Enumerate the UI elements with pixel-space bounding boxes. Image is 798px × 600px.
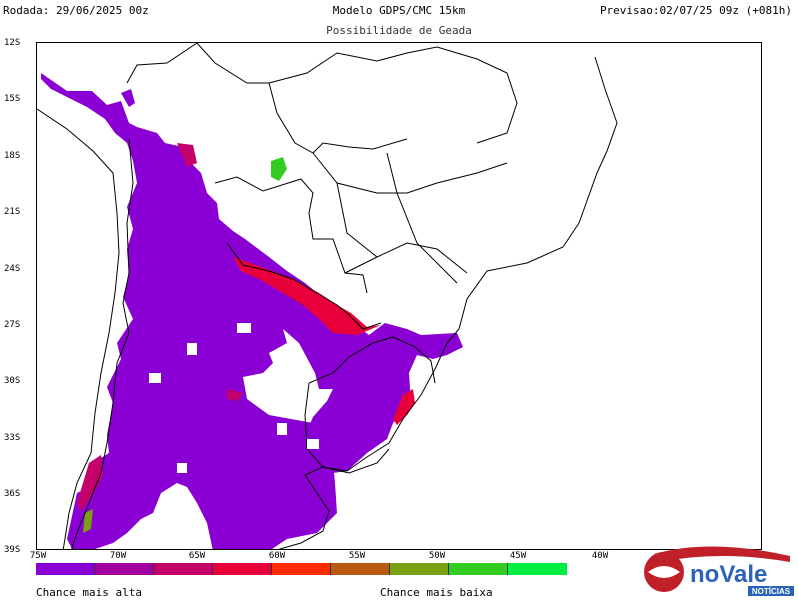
colorbar-segment-5 bbox=[272, 563, 331, 575]
no-frost-patch bbox=[277, 423, 287, 435]
coastline-atlantic bbox=[278, 56, 618, 549]
logo-subtext-bg bbox=[748, 586, 794, 596]
map-holes bbox=[149, 323, 319, 473]
globe-band bbox=[648, 566, 680, 578]
lon-label-45w: 45W bbox=[509, 551, 527, 561]
no-frost-patch bbox=[177, 463, 187, 473]
lat-label-24s: 24S bbox=[4, 264, 21, 274]
legend-low-chance: Chance mais baixa bbox=[380, 586, 493, 599]
lat-label-33s: 33S bbox=[4, 433, 21, 443]
lat-label-27s: 27S bbox=[4, 320, 21, 330]
model-name: Modelo GDPS/CMC 15km bbox=[332, 4, 466, 17]
lon-label-60w: 60W bbox=[268, 551, 286, 561]
no-frost-patch bbox=[149, 373, 161, 383]
lat-label-30s: 30S bbox=[4, 376, 21, 386]
run-date: Rodada: 29/06/2025 00z bbox=[3, 4, 149, 17]
frost-area-north-edge bbox=[121, 89, 135, 107]
no-frost-patch bbox=[187, 343, 197, 355]
colorbar-segment-2 bbox=[95, 563, 154, 575]
lon-label-65w: 65W bbox=[188, 551, 206, 561]
lon-label-50w: 50W bbox=[428, 551, 446, 561]
border-brazil-bolivia bbox=[196, 43, 408, 154]
border-brazil-uruguay bbox=[308, 336, 436, 384]
logo-swoosh bbox=[654, 546, 790, 562]
frost-edge-paraguay bbox=[233, 257, 381, 335]
map-title: Possibilidade de Geada bbox=[326, 24, 472, 37]
lon-label-40w: 40W bbox=[591, 551, 609, 561]
lon-label-75w: 75W bbox=[29, 551, 47, 561]
colorbar-segment-9 bbox=[508, 563, 567, 575]
colorbar-segment-1 bbox=[36, 563, 95, 575]
political-borders bbox=[37, 43, 618, 549]
legend-high-chance: Chance mais alta bbox=[36, 586, 142, 599]
frost-edge-southwest bbox=[77, 455, 103, 511]
lat-label-18s: 18S bbox=[4, 151, 21, 161]
colorbar-segment-6 bbox=[331, 563, 390, 575]
frost-low-chile-coast bbox=[83, 509, 93, 533]
lat-label-36s: 36S bbox=[4, 489, 21, 499]
no-frost-patch bbox=[307, 439, 319, 449]
border-argentina-paraguay bbox=[226, 242, 382, 330]
lat-label-12s: 12S bbox=[4, 38, 21, 48]
frost-field-low bbox=[83, 157, 287, 533]
lat-label-21s: 21S bbox=[4, 207, 21, 217]
frost-edge-coast bbox=[393, 389, 415, 425]
novale-logo: noVale NOTÍCIAS bbox=[644, 546, 794, 596]
frost-low-bolivia bbox=[271, 157, 287, 181]
lat-label-15s: 15S bbox=[4, 94, 21, 104]
colorbar-segment-7 bbox=[390, 563, 449, 575]
frost-field-main bbox=[41, 73, 463, 549]
no-frost-patch bbox=[237, 323, 251, 333]
frost-map bbox=[37, 43, 618, 549]
lon-label-55w: 55W bbox=[348, 551, 366, 561]
frost-colorbar bbox=[36, 563, 567, 575]
border-bolivia-paraguay bbox=[214, 176, 368, 294]
coastline-pacific bbox=[37, 108, 120, 549]
border-chile-argentina bbox=[71, 138, 134, 549]
lat-label-39s: 39S bbox=[4, 545, 21, 555]
colorbar-segment-4 bbox=[213, 563, 272, 575]
frost-edge-north bbox=[177, 143, 197, 167]
border-peru-bolivia bbox=[126, 43, 198, 84]
map-panel bbox=[36, 42, 762, 550]
logo-subtext: NOTÍCIAS bbox=[752, 587, 791, 596]
colorbar-segment-8 bbox=[449, 563, 508, 575]
colorbar-segment-3 bbox=[154, 563, 213, 575]
logo-text: noVale bbox=[690, 561, 767, 588]
frost-area-argentina bbox=[41, 73, 463, 549]
brazil-state-lines bbox=[268, 46, 518, 284]
frost-field-edges bbox=[77, 143, 415, 511]
frost-spot-central bbox=[227, 389, 243, 401]
forecast-time: Previsao:02/07/25 09z (+081h) bbox=[599, 4, 792, 17]
lon-label-70w: 70W bbox=[109, 551, 127, 561]
